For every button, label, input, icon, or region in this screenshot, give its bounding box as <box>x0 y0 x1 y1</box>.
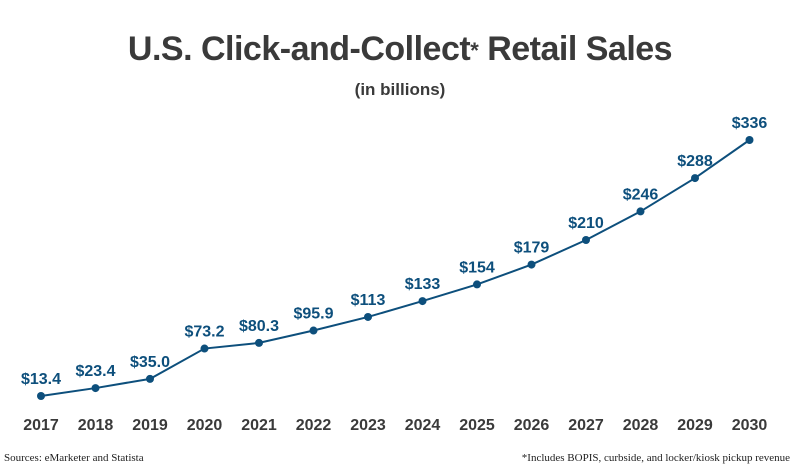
data-point <box>418 297 427 306</box>
data-point <box>37 392 45 400</box>
data-point <box>255 338 263 347</box>
x-tick-label: 2027 <box>568 417 604 434</box>
footnote: *Includes BOPIS, curbside, and locker/ki… <box>521 452 790 464</box>
data-point <box>146 374 154 383</box>
x-tick-label: 2020 <box>187 417 223 434</box>
data-label: $80.3 <box>239 318 279 335</box>
x-tick-label: 2021 <box>241 417 277 434</box>
data-label: $154 <box>459 259 495 276</box>
x-tick-label: 2030 <box>732 417 768 434</box>
chart-subtitle: (in billions) <box>354 80 446 99</box>
x-tick-label: 2029 <box>677 417 713 434</box>
data-point <box>91 384 100 393</box>
chart-title-end: Retail Sales <box>478 30 673 68</box>
x-tick-label: 2023 <box>350 417 386 434</box>
data-label: $179 <box>514 240 550 257</box>
data-label: $13.4 <box>21 371 61 388</box>
data-label: $336 <box>732 115 768 132</box>
data-point <box>309 326 318 335</box>
data-point <box>745 136 754 144</box>
chart-title: U.S. Click-and-Collect* Retail Sales <box>0 30 800 69</box>
x-tick-label: 2024 <box>405 417 441 434</box>
x-tick-label: 2025 <box>459 417 495 434</box>
chart-title-main: U.S. Click-and-Collect <box>127 30 471 68</box>
data-point <box>582 235 590 244</box>
data-label: $288 <box>677 153 713 170</box>
data-label: $133 <box>405 276 441 293</box>
x-tick-label: 2018 <box>78 417 114 434</box>
x-tick-label: 2017 <box>23 417 59 434</box>
data-point <box>473 280 481 289</box>
data-point <box>364 312 372 321</box>
x-tick-label: 2022 <box>296 417 332 434</box>
source-note: Sources: eMarketer and Statista <box>4 452 144 464</box>
data-label: $35.0 <box>130 354 170 371</box>
data-label: $23.4 <box>75 363 115 380</box>
x-tick-label: 2028 <box>623 417 659 434</box>
data-point <box>527 260 536 269</box>
data-label: $73.2 <box>184 324 224 341</box>
data-label: $113 <box>351 292 386 309</box>
data-label: $246 <box>623 186 659 203</box>
x-tick-label: 2026 <box>514 417 550 434</box>
chart-title-asterisk: * <box>470 38 479 63</box>
data-label: $210 <box>568 215 604 232</box>
data-label: $95.9 <box>293 306 333 323</box>
data-point <box>200 344 209 353</box>
data-point <box>636 207 645 216</box>
x-tick-label: 2019 <box>132 417 168 434</box>
series-line <box>40 139 751 397</box>
data-point <box>691 174 699 183</box>
